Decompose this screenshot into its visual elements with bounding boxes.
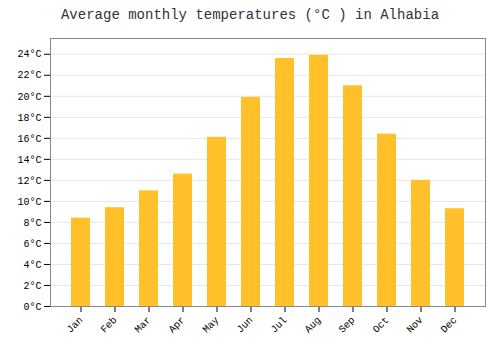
svg-text:Feb: Feb <box>99 315 120 336</box>
svg-text:6°C: 6°C <box>23 239 41 250</box>
svg-text:May: May <box>201 315 222 336</box>
svg-text:12°C: 12°C <box>17 176 41 187</box>
svg-text:16°C: 16°C <box>17 134 41 145</box>
svg-text:Nov: Nov <box>405 315 426 336</box>
svg-text:24°C: 24°C <box>17 49 41 60</box>
svg-text:Apr: Apr <box>167 315 188 336</box>
svg-text:2°C: 2°C <box>23 281 41 292</box>
svg-text:Jul: Jul <box>269 315 290 336</box>
svg-text:20°C: 20°C <box>17 92 41 103</box>
svg-text:Jun: Jun <box>235 315 256 336</box>
svg-text:14°C: 14°C <box>17 155 41 166</box>
svg-text:Oct: Oct <box>371 315 392 336</box>
svg-text:8°C: 8°C <box>23 218 41 229</box>
svg-text:18°C: 18°C <box>17 113 41 124</box>
svg-text:Aug: Aug <box>303 315 324 336</box>
svg-text:22°C: 22°C <box>17 70 41 81</box>
svg-text:Sep: Sep <box>337 315 358 336</box>
svg-text:4°C: 4°C <box>23 260 41 271</box>
svg-text:Jan: Jan <box>65 315 86 336</box>
svg-text:10°C: 10°C <box>17 197 41 208</box>
svg-text:Mar: Mar <box>133 315 154 336</box>
svg-text:0°C: 0°C <box>23 302 41 313</box>
html-text:Average monthly temperatures (: Average monthly temperatures (°C ) in Al… <box>61 7 439 23</box>
svg-text:Dec: Dec <box>439 315 460 336</box>
